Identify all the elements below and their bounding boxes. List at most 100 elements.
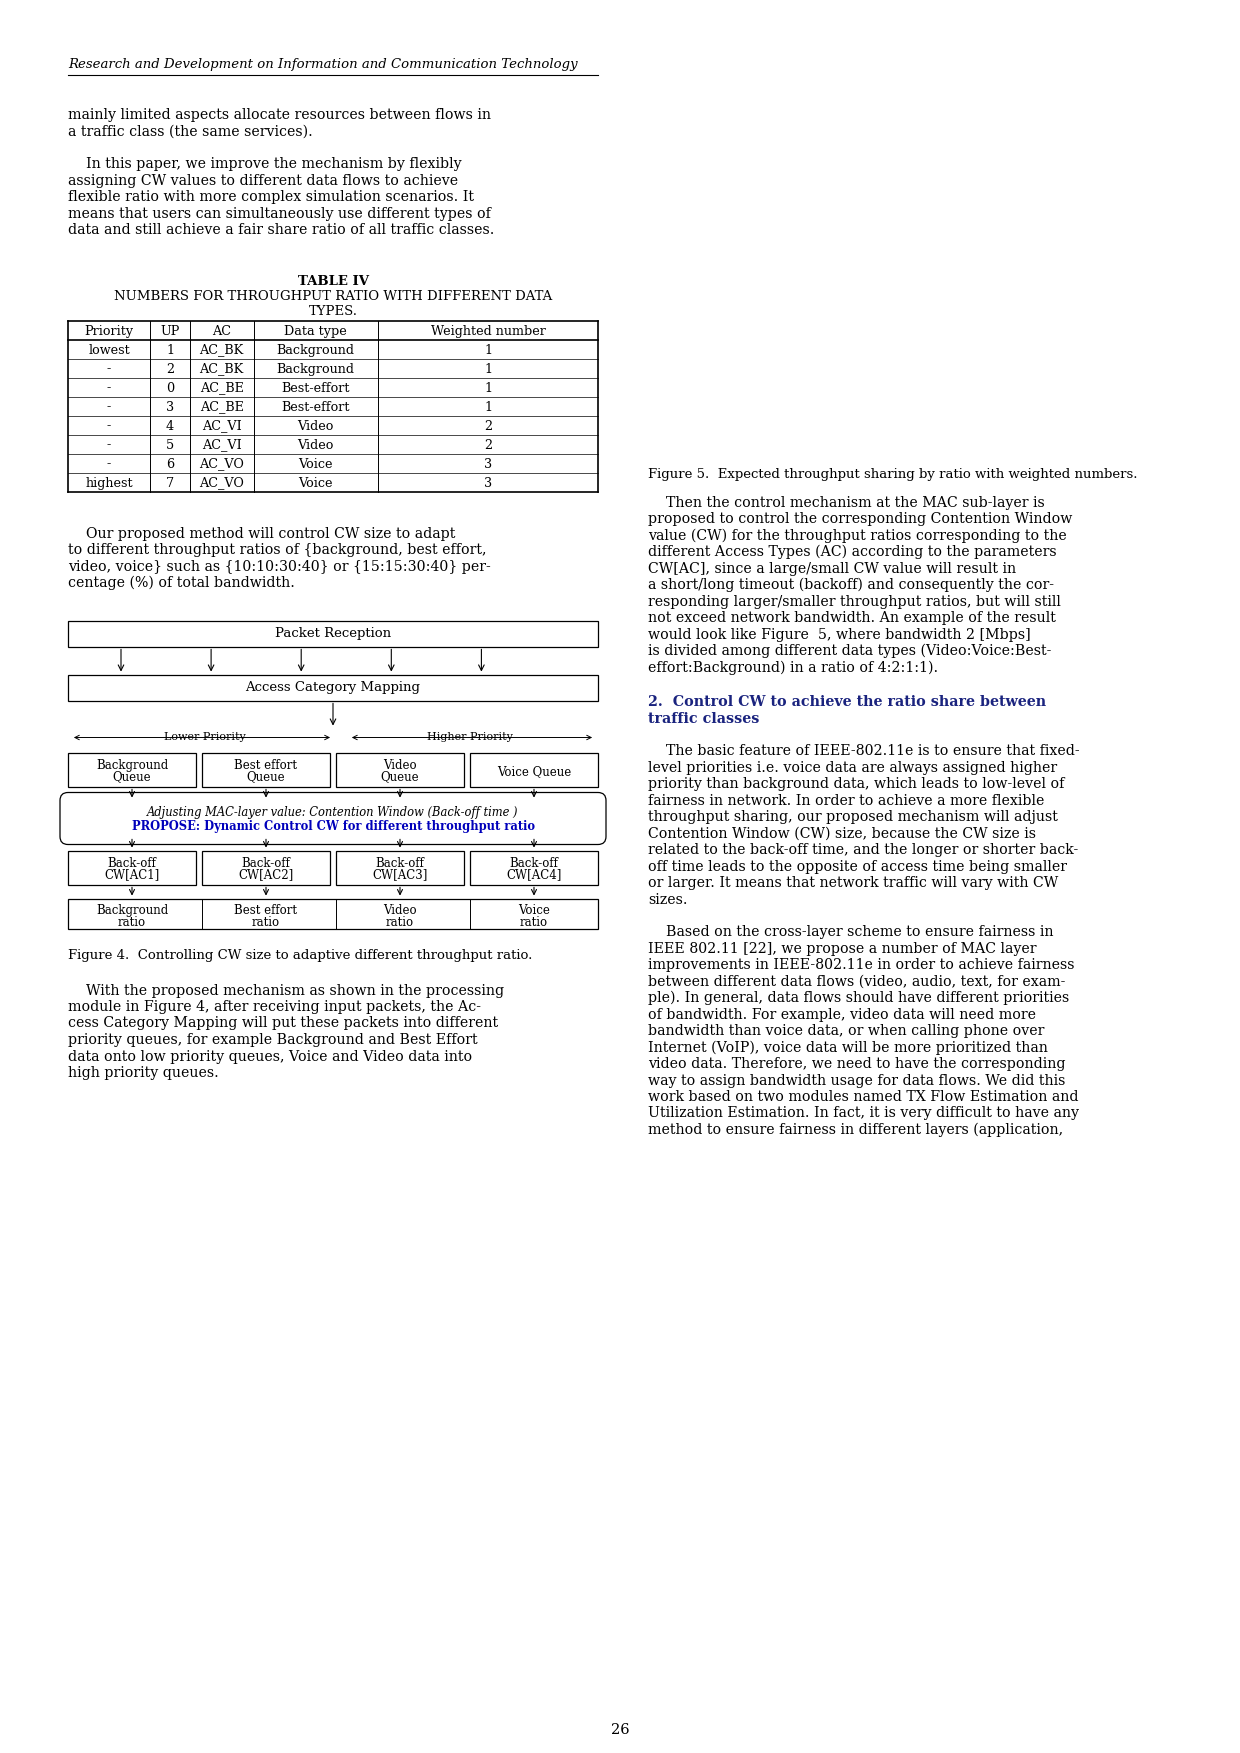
Text: ratio: ratio (386, 915, 414, 929)
Text: traffic classes: traffic classes (649, 712, 759, 726)
Text: CW[AC2]: CW[AC2] (238, 868, 294, 882)
Text: 3: 3 (166, 400, 174, 414)
Text: off time leads to the opposite of access time being smaller: off time leads to the opposite of access… (649, 859, 1066, 873)
Text: With the proposed mechanism as shown in the processing: With the proposed mechanism as shown in … (68, 983, 505, 997)
Text: TABLE IV: TABLE IV (298, 275, 368, 287)
Text: -: - (107, 458, 112, 470)
Text: level priorities i.e. voice data are always assigned higher: level priorities i.e. voice data are alw… (649, 761, 1058, 775)
Text: 7: 7 (166, 477, 174, 489)
Text: Adjusting MAC-layer value: Contention Window (Back-off time ): Adjusting MAC-layer value: Contention Wi… (148, 805, 518, 819)
FancyBboxPatch shape (68, 621, 598, 647)
Text: data and still achieve a fair share ratio of all traffic classes.: data and still achieve a fair share rati… (68, 223, 495, 237)
FancyBboxPatch shape (68, 899, 598, 929)
Text: -: - (107, 382, 112, 394)
Text: a short/long timeout (backoff) and consequently the cor-: a short/long timeout (backoff) and conse… (649, 578, 1054, 593)
Text: CW[AC3]: CW[AC3] (372, 868, 428, 882)
Text: AC_VO: AC_VO (200, 477, 244, 489)
Text: The basic feature of IEEE-802.11e is to ensure that fixed-: The basic feature of IEEE-802.11e is to … (649, 743, 1080, 757)
Text: 3: 3 (484, 477, 492, 489)
Text: cess Category Mapping will put these packets into different: cess Category Mapping will put these pac… (68, 1017, 498, 1031)
Text: Based on the cross-layer scheme to ensure fairness in: Based on the cross-layer scheme to ensur… (649, 926, 1054, 940)
Text: AC_BK: AC_BK (200, 344, 244, 356)
Text: module in Figure 4, after receiving input packets, the Ac-: module in Figure 4, after receiving inpu… (68, 999, 481, 1013)
Text: CW[AC4]: CW[AC4] (506, 868, 562, 882)
FancyBboxPatch shape (68, 675, 598, 701)
Text: throughput sharing, our proposed mechanism will adjust: throughput sharing, our proposed mechani… (649, 810, 1058, 824)
Text: priority queues, for example Background and Best Effort: priority queues, for example Background … (68, 1033, 477, 1047)
Text: Background: Background (277, 363, 355, 375)
Text: sizes.: sizes. (649, 892, 687, 906)
Text: AC_VI: AC_VI (202, 419, 242, 433)
Text: different Access Types (AC) according to the parameters: different Access Types (AC) according to… (649, 545, 1056, 559)
Text: Then the control mechanism at the MAC sub-layer is: Then the control mechanism at the MAC su… (649, 496, 1045, 510)
Text: IEEE 802.11 [22], we propose a number of MAC layer: IEEE 802.11 [22], we propose a number of… (649, 941, 1037, 955)
Text: 2: 2 (484, 438, 492, 452)
Text: Data type: Data type (284, 324, 347, 338)
Text: work based on two modules named TX Flow Estimation and: work based on two modules named TX Flow … (649, 1090, 1079, 1104)
Text: means that users can simultaneously use different types of: means that users can simultaneously use … (68, 207, 491, 221)
Text: Voice: Voice (518, 903, 549, 917)
Text: is divided among different data types (Video:Voice:Best-: is divided among different data types (V… (649, 643, 1052, 659)
Text: -: - (107, 438, 112, 452)
Text: AC_VI: AC_VI (202, 438, 242, 452)
Text: would look like Figure  5, where bandwidth 2 [Mbps]: would look like Figure 5, where bandwidt… (649, 628, 1030, 642)
Text: video data. Therefore, we need to have the corresponding: video data. Therefore, we need to have t… (649, 1057, 1065, 1071)
Text: 2: 2 (166, 363, 174, 375)
Text: data onto low priority queues, Voice and Video data into: data onto low priority queues, Voice and… (68, 1050, 472, 1064)
Text: Voice Queue: Voice Queue (497, 766, 572, 778)
Text: ratio: ratio (520, 915, 548, 929)
Text: priority than background data, which leads to low-level of: priority than background data, which lea… (649, 777, 1064, 791)
FancyBboxPatch shape (336, 752, 464, 787)
Text: PROPOSE: Dynamic Control CW for different throughput ratio: PROPOSE: Dynamic Control CW for differen… (131, 819, 534, 833)
Text: Back-off: Back-off (510, 857, 558, 869)
Text: Higher Priority: Higher Priority (427, 731, 512, 742)
Text: Voice: Voice (299, 458, 334, 470)
Text: AC_BE: AC_BE (200, 400, 243, 414)
Text: TYPES.: TYPES. (309, 305, 357, 317)
Text: Research and Development on Information and Communication Technology: Research and Development on Information … (68, 58, 578, 72)
Text: flexible ratio with more complex simulation scenarios. It: flexible ratio with more complex simulat… (68, 189, 474, 203)
Text: Utilization Estimation. In fact, it is very difficult to have any: Utilization Estimation. In fact, it is v… (649, 1106, 1079, 1120)
Text: to different throughput ratios of {background, best effort,: to different throughput ratios of {backg… (68, 543, 486, 557)
Text: Video: Video (383, 903, 417, 917)
Text: Background: Background (95, 759, 169, 771)
Text: Priority: Priority (84, 324, 134, 338)
Text: 1: 1 (484, 363, 492, 375)
Text: highest: highest (86, 477, 133, 489)
Text: video, voice} such as {10:10:30:40} or {15:15:30:40} per-: video, voice} such as {10:10:30:40} or {… (68, 559, 491, 573)
Text: 1: 1 (484, 382, 492, 394)
Text: Video: Video (383, 759, 417, 771)
Text: between different data flows (video, audio, text, for exam-: between different data flows (video, aud… (649, 975, 1065, 989)
FancyBboxPatch shape (336, 850, 464, 885)
Text: -: - (107, 419, 112, 433)
Text: 1: 1 (484, 400, 492, 414)
Text: 26: 26 (610, 1723, 630, 1737)
Text: effort:Background) in a ratio of 4:2:1:1).: effort:Background) in a ratio of 4:2:1:1… (649, 661, 939, 675)
Text: 6: 6 (166, 458, 174, 470)
Text: Background: Background (277, 344, 355, 356)
Text: CW[AC], since a large/small CW value will result in: CW[AC], since a large/small CW value wil… (649, 561, 1016, 575)
Text: Access Category Mapping: Access Category Mapping (246, 680, 420, 694)
Text: Our proposed method will control CW size to adapt: Our proposed method will control CW size… (68, 526, 455, 540)
Text: -: - (107, 363, 112, 375)
Text: AC: AC (212, 324, 231, 338)
Text: related to the back-off time, and the longer or shorter back-: related to the back-off time, and the lo… (649, 843, 1079, 857)
FancyBboxPatch shape (68, 752, 196, 787)
Text: Figure 4.  Controlling CW size to adaptive different throughput ratio.: Figure 4. Controlling CW size to adaptiv… (68, 948, 532, 961)
Text: 2.  Control CW to achieve the ratio share between: 2. Control CW to achieve the ratio share… (649, 694, 1047, 708)
Text: Queue: Queue (113, 771, 151, 784)
Text: Lower Priority: Lower Priority (164, 731, 246, 742)
FancyBboxPatch shape (68, 850, 196, 885)
Text: responding larger/smaller throughput ratios, but will still: responding larger/smaller throughput rat… (649, 594, 1061, 608)
Text: 5: 5 (166, 438, 174, 452)
Text: Back-off: Back-off (376, 857, 424, 869)
Text: UP: UP (160, 324, 180, 338)
Text: Best effort: Best effort (234, 759, 298, 771)
Text: Video: Video (298, 438, 334, 452)
FancyBboxPatch shape (202, 850, 330, 885)
Text: ratio: ratio (252, 915, 280, 929)
Text: lowest: lowest (88, 344, 130, 356)
Text: Weighted number: Weighted number (430, 324, 546, 338)
Text: Contention Window (CW) size, because the CW size is: Contention Window (CW) size, because the… (649, 826, 1035, 840)
Text: In this paper, we improve the mechanism by flexibly: In this paper, we improve the mechanism … (68, 158, 461, 172)
